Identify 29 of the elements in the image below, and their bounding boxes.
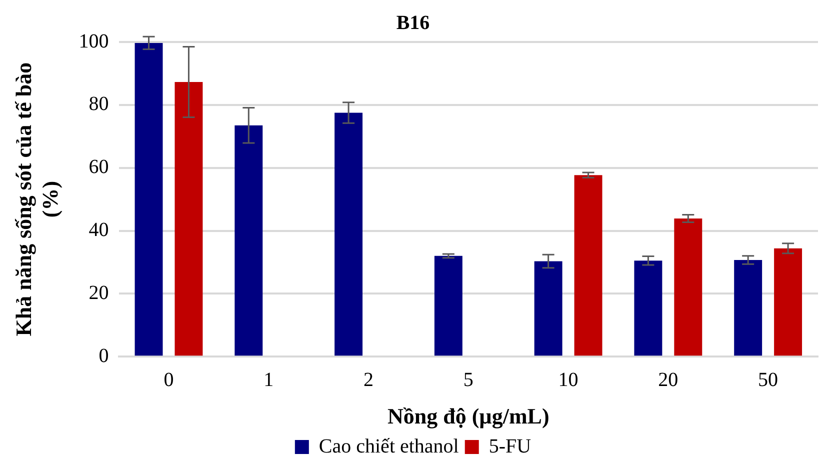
y-tick-label: 80 (88, 93, 109, 116)
x-tick-label: 5 (463, 368, 474, 391)
x-axis-title: Nồng độ (µg/mL) (387, 403, 550, 428)
bar (574, 175, 602, 356)
y-tick-label: 20 (88, 282, 109, 304)
y-tick-label: 100 (78, 30, 109, 52)
y-tick-label: 40 (88, 219, 109, 242)
y-axis-title: Khả năng sống sót của tế bào (%) (10, 62, 62, 336)
x-tick-label: 20 (658, 368, 678, 391)
x-tick-label: 2 (364, 368, 374, 391)
bar (434, 256, 462, 356)
legend-label: Cao chiết ethanol (318, 435, 460, 458)
bar (174, 82, 203, 356)
bar (234, 125, 263, 356)
x-tick-label: 0 (164, 368, 174, 391)
bar (634, 260, 662, 356)
bar (134, 42, 163, 356)
y-tick-label: 60 (88, 156, 109, 178)
bar (334, 112, 363, 356)
bar (534, 261, 562, 356)
y-tick-label: 0 (98, 344, 109, 367)
bar (674, 218, 702, 356)
x-tick-label: 10 (558, 368, 578, 391)
legend-label: 5-FU (488, 435, 532, 458)
chart-title: B16 (396, 12, 430, 34)
x-tick-label: 1 (264, 368, 274, 391)
bar (734, 260, 762, 356)
x-tick-label: 50 (758, 368, 778, 391)
bar (774, 248, 802, 356)
